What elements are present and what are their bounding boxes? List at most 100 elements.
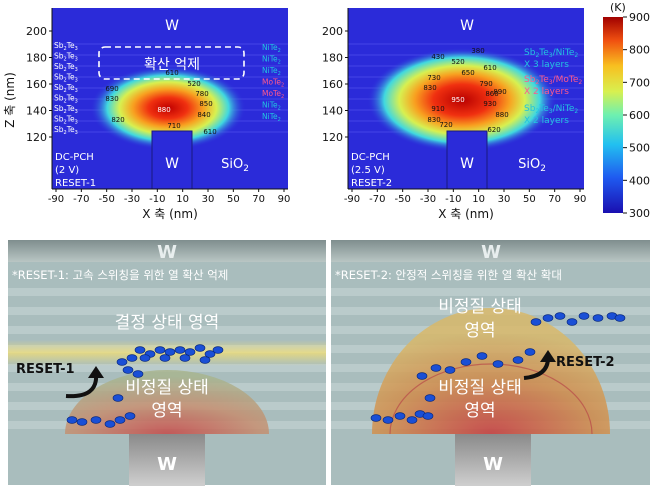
contour-label: 860 — [485, 90, 498, 98]
contour-label: 730 — [427, 74, 440, 82]
contour-label: 520 — [451, 58, 464, 66]
inner-dome-outline — [389, 363, 593, 435]
amorphous-top-label-2: 영역 — [464, 321, 495, 341]
heatmap-reset-2: W W SiO2 DC-PCH (2.5 V) RESET-2 Sb2Te3/N… — [348, 8, 584, 190]
top-plate — [331, 240, 650, 262]
y-tick-label: 160 — [26, 78, 47, 91]
atom-cluster — [66, 344, 224, 428]
layer-label-left: Sb2Te3 — [54, 73, 78, 84]
atom — [164, 348, 176, 356]
contour-label: 830 — [427, 116, 440, 124]
layer-label-right: NiTe2 — [262, 66, 281, 77]
contour-label: 520 — [187, 80, 200, 88]
legend-line-2: X 3 layers — [524, 60, 569, 70]
info-line-3: RESET-2 — [351, 178, 392, 189]
atom — [566, 318, 578, 326]
bottom-electrode — [455, 434, 531, 486]
layer-band — [331, 288, 650, 296]
x-tick-label: -70 — [369, 194, 385, 205]
y-tick-label: 200 — [322, 25, 343, 38]
layer-label-left: Sb2Te3 — [54, 125, 78, 136]
reset-1-label: RESET-1 — [16, 362, 75, 377]
atom — [124, 412, 136, 420]
atom — [578, 312, 590, 320]
atom — [122, 366, 134, 374]
atom — [554, 312, 566, 320]
bottom-electrode-label: W — [165, 156, 179, 172]
atom — [382, 416, 394, 424]
x-tick-label: 30 — [202, 194, 215, 205]
x-axis-label-right: X 축 (nm) — [438, 207, 494, 221]
atom — [134, 346, 146, 354]
amorphous-region-label-2: 영역 — [464, 401, 495, 421]
atom — [444, 366, 456, 374]
x-tick-label: 90 — [278, 194, 291, 205]
x-tick-label: 70 — [252, 194, 265, 205]
contour-label: 820 — [111, 116, 124, 124]
legend-line-5: Sb2Te3/NiTe2 — [524, 104, 578, 115]
atom — [422, 412, 434, 420]
layer-label-right: NiTe2 — [262, 112, 281, 123]
atom — [199, 356, 211, 364]
atom — [212, 346, 224, 354]
contour-label: 830 — [423, 84, 436, 92]
layer-band — [8, 288, 326, 296]
y-tick-label: 180 — [26, 52, 47, 65]
atom — [76, 418, 88, 426]
contour-label: 840 — [197, 111, 210, 119]
illustration-reset-2: W W *RESET-2: 안정적 스위칭을 위한 열 확산 확대 비정질 상태… — [331, 240, 650, 486]
x-axis-label-left: X 축 (nm) — [142, 207, 198, 221]
contour-label: 720 — [439, 121, 452, 129]
x-tick-label: -90 — [344, 194, 360, 205]
colorbar-unit: (K) — [610, 1, 626, 14]
colorbar-tick-label: 400 — [629, 174, 650, 187]
atom — [424, 394, 436, 402]
contour-label: 850 — [199, 100, 212, 108]
oxide-label: SiO2 — [221, 157, 249, 174]
atom — [66, 416, 78, 424]
x-tick-label: -10 — [149, 194, 165, 205]
info-line-3: RESET-1 — [55, 178, 96, 189]
colorbar-tick-label: 700 — [629, 76, 650, 89]
atom — [116, 358, 128, 366]
amorphous-region-label-1: 비정질 상태 — [125, 378, 209, 398]
atom — [154, 346, 166, 354]
oxide-label: SiO2 — [518, 157, 546, 174]
bottom-electrode-box — [446, 130, 488, 190]
layer-label-left: Sb2Te3 — [54, 62, 78, 73]
x-tick-label: -50 — [98, 194, 114, 205]
contour-label: 830 — [105, 95, 118, 103]
y-tick-label: 180 — [322, 52, 343, 65]
atom — [179, 354, 191, 362]
axes-reset-2: 200 180 160 140 120 -90 -70 -50 -30 -10 10 30 50 70 90 — [322, 8, 586, 205]
atom — [204, 350, 216, 358]
atom — [132, 370, 144, 378]
x-tick-label: -30 — [420, 194, 436, 205]
atom — [174, 346, 186, 354]
bottom-w-label: W — [483, 454, 503, 475]
x-tick-label: -70 — [73, 194, 89, 205]
top-plate — [8, 240, 326, 262]
reset-2-arrowhead — [540, 350, 556, 362]
atom — [194, 344, 206, 352]
caption: *RESET-2: 안정적 스위칭을 위한 열 확산 확대 — [335, 268, 562, 282]
contour-label: 950 — [451, 96, 464, 104]
top-electrode-label: W — [460, 18, 474, 34]
x-tick-label: -90 — [48, 194, 64, 205]
top-electrode-label: W — [165, 18, 179, 34]
layer-label-left: Sb2Te3 — [54, 104, 78, 115]
x-tick-label: 50 — [227, 194, 240, 205]
layer-label-left: Sb2Te3 — [54, 83, 78, 94]
bottom-electrode-label: W — [460, 156, 474, 172]
atom — [416, 372, 428, 380]
contour-labels: 610 520 690 780 830 880 850 820 840 710 610 — [105, 69, 216, 136]
contour-label: 610 — [165, 69, 178, 77]
suppression-label: 확산 억제 — [144, 57, 200, 73]
atom — [406, 416, 418, 424]
colorbar-gradient — [603, 17, 623, 213]
colorbar-tick-label: 600 — [629, 109, 650, 122]
y-tick-label: 140 — [322, 105, 343, 118]
atom — [184, 348, 196, 356]
top-w-label: W — [157, 242, 177, 263]
